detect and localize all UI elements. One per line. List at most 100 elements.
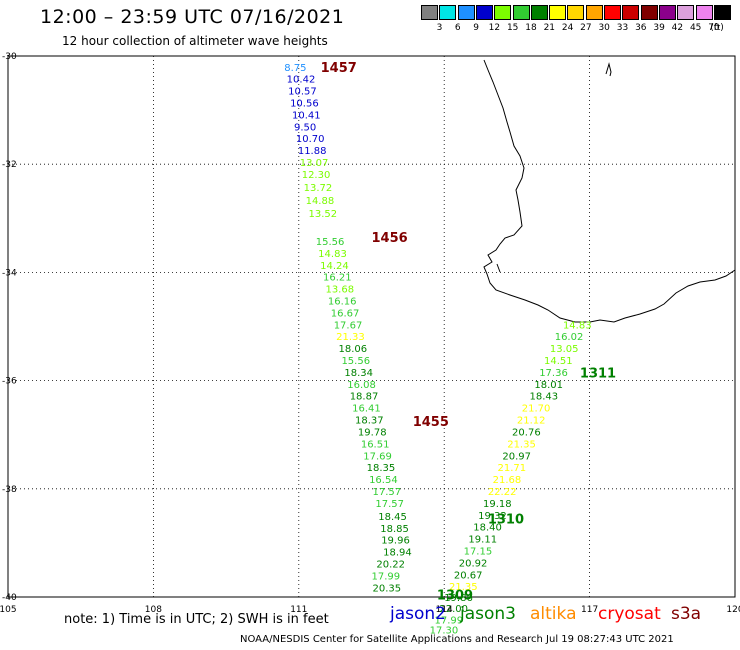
pass-number-label: 1310 [488, 513, 524, 528]
swh-value-label: 17.67 [334, 320, 363, 331]
swh-value-label: 19.78 [358, 427, 387, 438]
swh-value-label: 15.56 [341, 356, 370, 367]
swh-value-label: 14.83 [318, 249, 347, 260]
swh-value-label: 11.88 [298, 146, 327, 157]
swh-value-label: 17.30 [430, 625, 459, 636]
mission-cryosat: cryosat [598, 604, 661, 624]
swh-value-label: 10.41 [292, 110, 321, 121]
swh-value-label: 16.51 [361, 439, 390, 450]
pass-labels: 1457 1456 1455 1311 1310 1309 [321, 61, 616, 603]
swh-value-label: 22.22 [488, 487, 517, 498]
australia-coastline [483, 59, 736, 323]
swh-value-label: 13.07 [300, 158, 329, 169]
lat-tick-label: -40 [2, 593, 17, 603]
legend-swatch [457, 5, 475, 20]
swh-value-label: 14.88 [306, 196, 335, 207]
swh-value-label: 17.15 [464, 546, 493, 557]
swh-value-label: 16.41 [352, 404, 381, 415]
swh-value-label: 20.76 [512, 427, 541, 438]
legend-swatch [585, 5, 603, 20]
swh-value-label: 16.16 [328, 297, 357, 308]
legend-swatch [494, 5, 512, 20]
lon-tick-label: 105 [0, 605, 17, 615]
legend-label: 42 [671, 23, 684, 33]
legend-label: 70 [708, 23, 720, 33]
legend-swatch [695, 5, 713, 20]
legend-label: 36 [635, 23, 647, 33]
legend-label: 21 [543, 23, 556, 33]
swh-value-label: 13.05 [550, 344, 579, 355]
legend-label: 3 [436, 23, 443, 33]
mission-jason2: jason2 [390, 604, 446, 624]
legend-swatch [439, 5, 457, 20]
pass-number-label: 1456 [372, 231, 408, 246]
legend-label: 18 [525, 23, 537, 33]
swh-value-label: 18.35 [367, 463, 396, 474]
swh-value-label: 10.70 [296, 134, 325, 145]
swh-value-label: 14.51 [544, 356, 573, 367]
legend-label: 9 [473, 23, 479, 33]
pass-number-label: 1457 [321, 61, 357, 76]
axis-labels: 105 108 111 114 117 120 -30 -32 -34 -36 -38 -40 [0, 52, 740, 615]
swh-value-label: 14.24 [320, 261, 349, 272]
legend-label: 15 [506, 23, 519, 33]
swh-value-label: 22.00 [439, 604, 468, 615]
swh-value-label: 16.02 [555, 332, 584, 343]
swh-value-label: 17.36 [539, 368, 568, 379]
swh-value-label: 18.45 [378, 512, 407, 523]
swh-value-label: 10.56 [290, 99, 319, 110]
mission-s3a: s3a [671, 604, 702, 624]
lon-tick-label: 108 [145, 605, 162, 615]
swh-value-label: 10.57 [288, 87, 317, 98]
legend-label: 27 [580, 23, 592, 33]
swh-value-label: 18.01 [534, 380, 563, 391]
swh-value-label: 18.87 [350, 392, 379, 403]
pass-number-label: 1455 [413, 415, 449, 430]
lon-tick-label: 114 [436, 605, 453, 615]
coastline-path [483, 59, 736, 323]
map-title: 12:00 – 23:59 UTC 07/16/2021 [40, 6, 345, 28]
swh-value-label: 19.11 [468, 535, 497, 546]
swh-value-label: 16.54 [369, 475, 398, 486]
legend-label: 12 [488, 23, 501, 33]
legend-swatch [713, 5, 731, 20]
pass-number-label: 1311 [580, 366, 616, 381]
mission-jason3: jason3 [460, 604, 516, 624]
swh-value-label: 13.52 [308, 209, 337, 220]
legend-swatch [658, 5, 676, 20]
legend-unit: (ft) [710, 23, 724, 33]
map-frame [7, 55, 736, 598]
legend-swatch [475, 5, 493, 20]
swh-value-label: 19.96 [381, 536, 410, 547]
legend-swatch [530, 5, 548, 20]
legend-swatch [622, 5, 640, 20]
swh-value-label: 20.35 [372, 583, 401, 594]
swh-value-label: 18.43 [530, 392, 559, 403]
swh-value-label: 21.12 [517, 416, 546, 427]
swh-value-label: 20.97 [502, 451, 531, 462]
lat-tick-label: -38 [2, 485, 17, 495]
legend-swatch [512, 5, 530, 20]
swh-value-label: 21.70 [522, 404, 551, 415]
swh-value-label: 9.50 [294, 122, 316, 133]
swh-value-label: 19.18 [483, 499, 512, 510]
legend-swatch [421, 5, 438, 20]
swh-value-label: 21.71 [498, 463, 527, 474]
swh-value-label: 19.32 [478, 511, 507, 522]
swh-value-label: 19.86 [444, 593, 473, 604]
altimeter-tracks: 8.7510.4210.5710.5610.419.5010.7011.8813… [284, 63, 591, 637]
lon-tick-label: 117 [581, 605, 598, 615]
swh-value-label: 18.40 [473, 523, 502, 534]
swh-value-label: 17.57 [372, 487, 401, 498]
swh-value-label: 20.67 [454, 570, 483, 581]
legend-label: 6 [454, 23, 461, 33]
lon-tick-label: 111 [290, 605, 307, 615]
swh-value-label: 20.22 [376, 559, 405, 570]
swh-value-label: 14.83 [563, 320, 592, 331]
lat-tick-label: -36 [2, 377, 17, 387]
mission-altika: altika [530, 604, 577, 624]
map-grid [7, 55, 736, 598]
lon-tick-label: 120 [726, 605, 740, 615]
swh-value-label: 21.33 [336, 332, 365, 343]
